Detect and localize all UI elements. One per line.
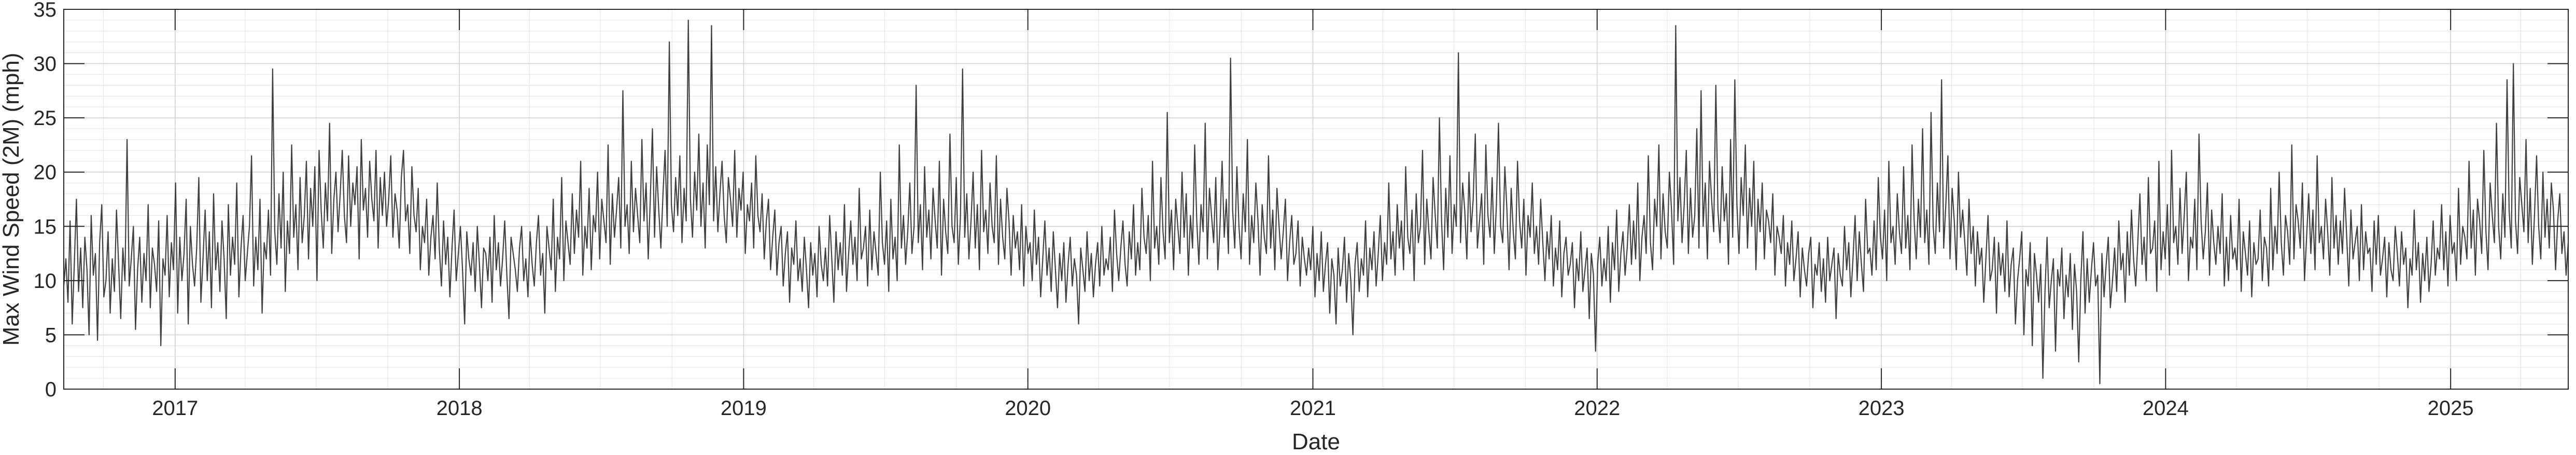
x-tick-label: 2024 [2143, 397, 2189, 420]
y-tick-label: 35 [34, 0, 57, 21]
x-tick-label: 2023 [1859, 397, 1905, 420]
y-tick-label: 5 [45, 324, 57, 347]
minor-grid [64, 9, 2568, 389]
x-tick-label: 2020 [1005, 397, 1051, 420]
x-tick-label: 2025 [2428, 397, 2474, 420]
x-tick-label: 2021 [1290, 397, 1336, 420]
y-tick-label: 0 [45, 378, 57, 401]
series-line [63, 19, 2569, 384]
x-tick-labels: 2017 2018 2019 2020 2021 2022 2023 2024 2025 [152, 397, 2473, 420]
plot-frame [63, 9, 2569, 390]
x-axis-label: Date [1292, 429, 1340, 454]
major-grid [64, 9, 2568, 389]
x-tick-label: 2017 [152, 397, 198, 420]
x-tick-label: 2018 [437, 397, 483, 420]
y-axis-label: Max Wind Speed (2M) (mph) [0, 53, 24, 346]
x-tick-label: 2022 [1574, 397, 1620, 420]
axis-ticks [64, 9, 2568, 390]
y-tick-labels: 0 5 10 15 20 25 30 35 [34, 0, 57, 401]
y-tick-label: 15 [34, 215, 57, 238]
y-tick-label: 30 [34, 53, 57, 76]
y-tick-label: 10 [34, 270, 57, 293]
y-tick-label: 25 [34, 107, 57, 130]
y-tick-label: 20 [34, 161, 57, 184]
x-tick-label: 2019 [721, 397, 767, 420]
